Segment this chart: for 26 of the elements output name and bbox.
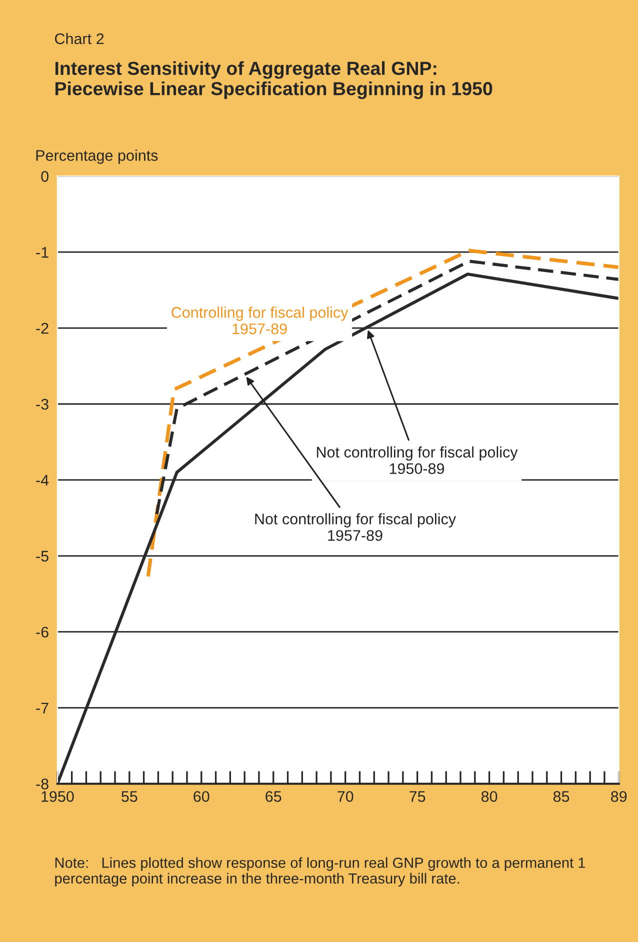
chart-subtitle: Interest Sensitivity of Aggregate Real GNP: Piecewise Linear Specification Beginning in 1950 [55,61,492,100]
y-axis-title: Percentage points [36,150,158,164]
x-tick-label: 85 [553,791,570,802]
y-tick-label: -2 [36,322,48,334]
x-tick-label: 75 [410,791,426,802]
x-tick-label: 80 [481,791,498,802]
x-tick-label: 1950 [42,791,74,802]
y-tick-label: -1 [36,247,48,258]
y-tick-label: -6 [36,626,48,638]
x-tick-label: 55 [122,791,138,802]
annotation: Not controlling for fiscal policy 1950-89 [316,446,518,474]
series-label: Controlling for fiscal policy 1957-89 [172,306,348,334]
chart-title: Chart 2 [55,32,104,44]
x-tick-label: 89 [611,791,627,802]
y-tick-label: 0 [41,171,48,182]
y-tick-label: -7 [36,702,48,714]
y-tick-label: -3 [36,398,48,410]
y-tick-label: -4 [36,474,49,486]
x-tick-label: 60 [194,791,210,802]
annotation: Not controlling for fiscal policy 1957-89 [255,513,456,541]
line-series [146,248,619,578]
x-tick-label: 65 [266,791,282,802]
text: Note: Lines plotted show response of long-run real GNP growth to a permanent 1 percentage point increase in the three-month Treasury bill rate. [55,857,586,887]
y-tick-label: -8 [36,778,48,790]
x-tick-label: 70 [338,791,354,802]
y-tick-label: -5 [36,550,48,562]
